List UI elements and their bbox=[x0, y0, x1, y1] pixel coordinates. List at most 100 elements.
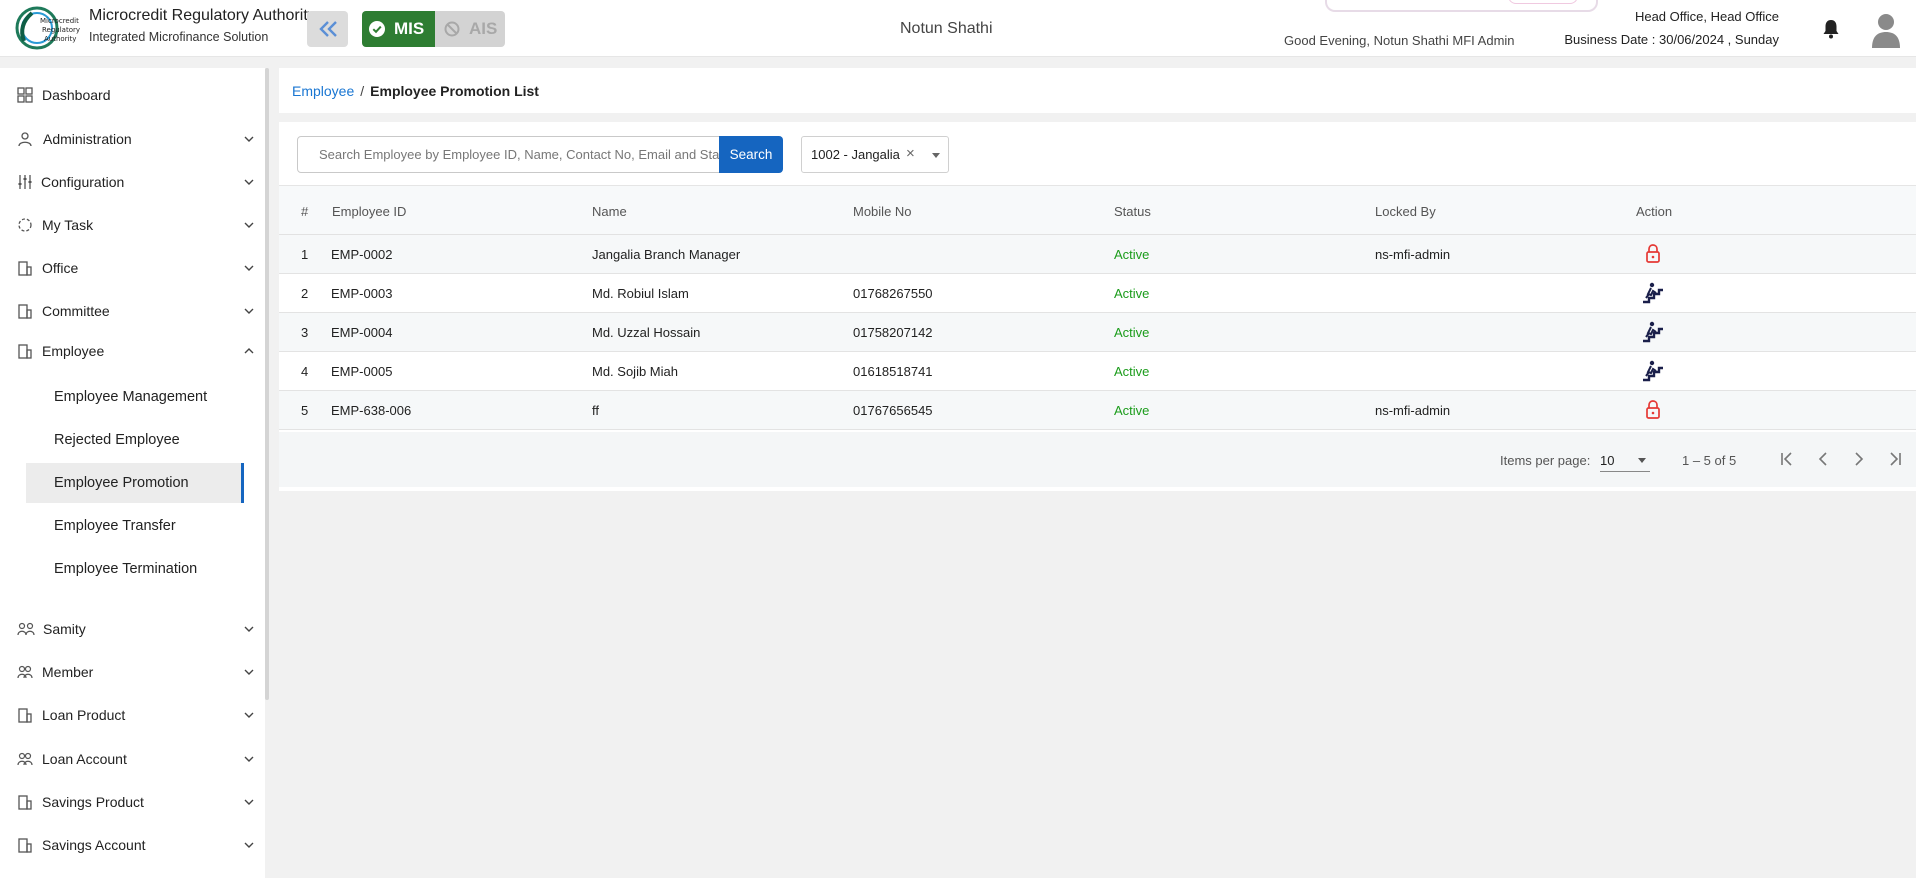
sidebar-item-committee[interactable]: Committee bbox=[0, 296, 265, 326]
chevron-down-icon bbox=[244, 265, 254, 271]
mis-label: MIS bbox=[394, 19, 425, 38]
items-per-page-label: Items per page: bbox=[1500, 453, 1591, 468]
sidebar-item-member[interactable]: Member bbox=[0, 657, 265, 687]
chevron-down-icon bbox=[244, 669, 254, 675]
col-header-mobile: Mobile No bbox=[853, 204, 912, 219]
items-per-page-value: 10 bbox=[1600, 453, 1615, 468]
row-employee-id: EMP-638-006 bbox=[331, 403, 412, 418]
row-employee-id: EMP-0003 bbox=[331, 286, 393, 301]
row-mobile: 01767656545 bbox=[853, 403, 933, 418]
sidebar-item-dashboard[interactable]: Dashboard bbox=[0, 80, 265, 110]
lock-icon[interactable] bbox=[1641, 399, 1665, 421]
row-name: Md. Sojib Miah bbox=[592, 364, 678, 379]
previous-page-icon[interactable] bbox=[1812, 448, 1834, 470]
promotion-icon[interactable] bbox=[1641, 360, 1665, 382]
page-title: Employee Promotion List bbox=[370, 82, 539, 99]
savings-product-icon bbox=[18, 795, 32, 810]
sliders-icon bbox=[18, 175, 32, 189]
search-input[interactable] bbox=[297, 136, 720, 173]
sidebar-item-loan-account[interactable]: Loan Account bbox=[0, 744, 265, 774]
chevron-down-icon bbox=[244, 756, 254, 762]
collapse-sidebar-button[interactable] bbox=[307, 11, 348, 47]
sidebar-item-label: My Task bbox=[42, 217, 94, 233]
sidebar-sub-label: Employee Transfer bbox=[54, 518, 176, 534]
row-locked-by: ns-mfi-admin bbox=[1375, 247, 1451, 262]
double-chevron-left-icon bbox=[318, 21, 337, 37]
search-button[interactable]: Search bbox=[719, 136, 783, 173]
sidebar-item-label: Administration bbox=[43, 131, 132, 147]
row-index: 1 bbox=[301, 247, 309, 262]
sidebar-item-label: Savings Account bbox=[42, 837, 146, 853]
sidebar-sub-employee-management[interactable]: Employee Management bbox=[26, 377, 244, 417]
chevron-down-icon bbox=[244, 626, 254, 632]
sidebar-sub-employee-transfer[interactable]: Employee Transfer bbox=[26, 506, 244, 546]
mra-logo: Microcredit Regulatory Authority bbox=[15, 6, 80, 50]
member-icon bbox=[17, 665, 33, 679]
sidebar-item-label: Configuration bbox=[41, 174, 125, 190]
sidebar-item-savings-account[interactable]: Savings Account bbox=[0, 830, 265, 860]
user-avatar-icon[interactable] bbox=[1870, 12, 1902, 48]
row-name: Jangalia Branch Manager bbox=[592, 247, 741, 262]
greeting-text: Good Evening, Notun Shathi MFI Admin bbox=[1284, 33, 1515, 48]
lock-icon[interactable] bbox=[1641, 243, 1665, 265]
last-page-icon[interactable] bbox=[1884, 448, 1906, 470]
sidebar-item-label: Member bbox=[42, 664, 94, 680]
loan-account-icon bbox=[17, 752, 33, 766]
savings-account-icon bbox=[18, 838, 32, 853]
svg-text:Regulatory: Regulatory bbox=[42, 26, 80, 34]
top-header: Microcredit Regulatory Authority Microcr… bbox=[0, 0, 1916, 57]
sidebar-sub-label: Employee Promotion bbox=[54, 475, 189, 491]
sidebar-item-label: Loan Account bbox=[42, 751, 127, 767]
row-index: 3 bbox=[301, 325, 309, 340]
chevron-down-icon bbox=[244, 222, 254, 228]
sidebar-item-administration[interactable]: Administration bbox=[0, 124, 265, 154]
chevron-down-icon bbox=[244, 136, 254, 142]
promotion-icon[interactable] bbox=[1641, 321, 1665, 343]
sidebar-item-savings-product[interactable]: Savings Product bbox=[0, 787, 265, 817]
first-page-icon[interactable] bbox=[1776, 448, 1798, 470]
breadcrumb-employee-link[interactable]: Employee bbox=[292, 82, 355, 99]
row-employee-id: EMP-0002 bbox=[331, 247, 393, 262]
sidebar-sub-employee-promotion[interactable]: Employee Promotion bbox=[26, 463, 244, 503]
sidebar-item-label: Samity bbox=[43, 621, 86, 637]
org-name: Microcredit Regulatory Authority bbox=[89, 7, 316, 24]
sidebar-item-label: Employee bbox=[42, 343, 105, 359]
office-icon bbox=[18, 261, 32, 276]
col-header-name: Name bbox=[592, 204, 627, 219]
clear-selection-icon[interactable]: × bbox=[906, 145, 915, 162]
row-name: ff bbox=[592, 403, 599, 418]
sidebar-scrollbar[interactable] bbox=[265, 68, 269, 700]
sidebar-item-label: Savings Product bbox=[42, 794, 144, 810]
admin-icon bbox=[18, 132, 32, 147]
dropdown-arrow-icon[interactable] bbox=[932, 153, 940, 158]
items-per-page-select[interactable]: 10 bbox=[1600, 453, 1650, 472]
org-subtitle: Integrated Microfinance Solution bbox=[89, 30, 269, 44]
branch-select-value: 1002 - Jangalia bbox=[811, 147, 900, 162]
row-employee-id: EMP-0004 bbox=[331, 325, 393, 340]
sidebar-sub-label: Employee Termination bbox=[54, 561, 198, 577]
promotion-list-panel: Search 1002 - Jangalia × # Employee ID N… bbox=[279, 122, 1916, 491]
row-status: Active bbox=[1114, 325, 1150, 340]
sidebar-item-employee[interactable]: Employee bbox=[0, 336, 265, 366]
promotion-icon[interactable] bbox=[1641, 282, 1665, 304]
next-page-icon[interactable] bbox=[1848, 448, 1870, 470]
sidebar-sub-employee-termination[interactable]: Employee Termination bbox=[26, 549, 244, 589]
samity-icon bbox=[17, 622, 35, 636]
dropdown-arrow-icon bbox=[1638, 458, 1646, 463]
row-locked-by: ns-mfi-admin bbox=[1375, 403, 1451, 418]
breadcrumb: Employee / Employee Promotion List bbox=[279, 68, 1916, 113]
sidebar-item-loan-product[interactable]: Loan Product bbox=[0, 700, 265, 730]
top-popup-edge bbox=[1325, 0, 1598, 12]
branch-select[interactable]: 1002 - Jangalia × bbox=[801, 136, 949, 173]
row-status: Active bbox=[1114, 403, 1150, 418]
sidebar-item-samity[interactable]: Samity bbox=[0, 614, 265, 644]
mis-module-button[interactable]: MIS bbox=[362, 11, 435, 47]
notification-bell-icon[interactable] bbox=[1822, 18, 1840, 40]
sidebar-item-label: Committee bbox=[42, 303, 110, 319]
sidebar-item-configuration[interactable]: Configuration bbox=[0, 167, 265, 197]
ais-module-button[interactable]: AIS bbox=[435, 11, 505, 47]
sidebar-item-my-task[interactable]: My Task bbox=[0, 210, 265, 240]
table-row: 2 EMP-0003 Md. Robiul Islam 01768267550 … bbox=[279, 274, 1916, 313]
sidebar-sub-rejected-employee[interactable]: Rejected Employee bbox=[26, 420, 244, 460]
sidebar-item-office[interactable]: Office bbox=[0, 253, 265, 283]
